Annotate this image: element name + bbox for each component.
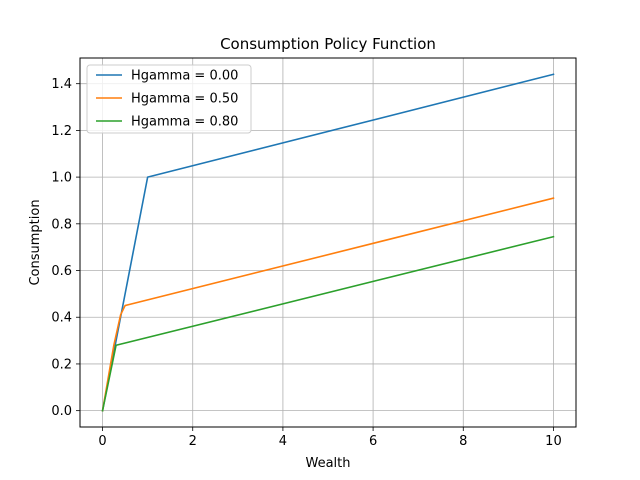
y-tick-label: 1.0 <box>51 171 72 186</box>
series-line-2 <box>101 235 555 412</box>
series-line-0 <box>101 73 555 412</box>
y-axis-title: Consumption <box>28 199 43 285</box>
plot-area-frame <box>79 57 577 428</box>
legend-label-1: Hgamma = 0.50 <box>131 92 238 107</box>
y-tick-label: 0.2 <box>51 357 72 372</box>
plot-lines <box>101 73 555 412</box>
y-tick-label: 0.4 <box>51 311 72 326</box>
axis-ticks: 0 2 4 6 8 10 0.0 0.2 0.4 0.6 0.8 1.0 1.2 1.4 <box>51 77 561 449</box>
y-tick-label: 0.8 <box>51 217 72 232</box>
legend-label-0: Hgamma = 0.00 <box>131 69 238 84</box>
legend: Hgamma = 0.00 Hgamma = 0.50 Hgamma = 0.80 <box>86 64 252 134</box>
x-tick-label: 0 <box>98 434 106 449</box>
legend-box <box>86 64 252 134</box>
x-axis-title: Wealth <box>305 456 350 471</box>
x-tick-label: 10 <box>545 434 562 449</box>
y-tick-label: 0.0 <box>51 404 72 419</box>
x-tick-label: 8 <box>459 434 467 449</box>
series-line-1 <box>101 197 555 412</box>
chart-title: Consumption Policy Function <box>220 35 436 53</box>
legend-label-2: Hgamma = 0.80 <box>131 115 238 130</box>
y-tick-label: 0.6 <box>51 264 72 279</box>
x-tick-label: 4 <box>279 434 287 449</box>
y-tick-label: 1.4 <box>51 77 72 92</box>
x-tick-label: 6 <box>369 434 377 449</box>
grid <box>80 58 576 427</box>
x-tick-label: 2 <box>189 434 197 449</box>
y-tick-label: 1.2 <box>51 124 72 139</box>
